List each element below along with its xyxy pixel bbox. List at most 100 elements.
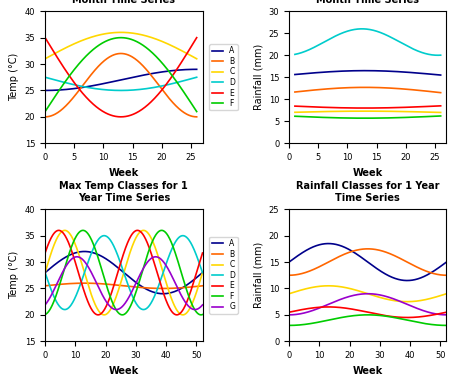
A bbox=[401, 278, 407, 283]
F bbox=[194, 110, 199, 114]
F bbox=[379, 116, 385, 120]
C bbox=[42, 57, 48, 61]
B bbox=[363, 85, 368, 90]
E bbox=[43, 36, 48, 41]
D bbox=[170, 81, 176, 86]
F bbox=[200, 312, 205, 317]
Title: Rainfall Classes for 6
Month Time Series: Rainfall Classes for 6 Month Time Series bbox=[310, 0, 426, 5]
C bbox=[94, 306, 100, 310]
A bbox=[425, 72, 430, 76]
C bbox=[118, 30, 123, 34]
G bbox=[157, 256, 163, 261]
B bbox=[444, 273, 449, 278]
C bbox=[349, 287, 354, 291]
D bbox=[379, 31, 384, 35]
A bbox=[200, 270, 205, 275]
E bbox=[118, 115, 123, 119]
A bbox=[305, 247, 311, 252]
C bbox=[386, 297, 391, 302]
E bbox=[170, 72, 176, 77]
Legend: A, B, C, D, E, F: A, B, C, D, E, F bbox=[209, 44, 238, 110]
A bbox=[180, 68, 185, 72]
D bbox=[62, 308, 68, 312]
Line: A: A bbox=[45, 252, 202, 294]
D bbox=[286, 313, 292, 317]
Line: F: F bbox=[295, 116, 441, 118]
X-axis label: Week: Week bbox=[109, 366, 139, 375]
D bbox=[142, 307, 147, 312]
E bbox=[382, 106, 387, 110]
F bbox=[43, 108, 48, 113]
A bbox=[379, 69, 384, 73]
F bbox=[142, 262, 147, 266]
B bbox=[379, 86, 384, 90]
B bbox=[82, 281, 87, 285]
E bbox=[105, 302, 110, 306]
Line: E: E bbox=[45, 230, 202, 315]
D bbox=[425, 52, 430, 56]
E bbox=[305, 306, 311, 311]
D bbox=[379, 31, 385, 36]
A bbox=[42, 270, 48, 275]
F bbox=[170, 75, 176, 80]
X-axis label: Week: Week bbox=[353, 366, 383, 375]
B bbox=[292, 90, 298, 94]
F bbox=[136, 40, 141, 45]
D bbox=[133, 88, 138, 92]
C bbox=[62, 228, 68, 232]
E bbox=[425, 104, 430, 109]
C bbox=[338, 285, 344, 289]
D bbox=[180, 79, 186, 83]
F bbox=[105, 287, 110, 292]
X-axis label: Week: Week bbox=[109, 168, 139, 177]
C bbox=[286, 291, 292, 296]
A bbox=[349, 249, 354, 253]
E bbox=[94, 312, 99, 317]
D bbox=[157, 280, 163, 284]
Line: A: A bbox=[295, 70, 441, 75]
B bbox=[105, 282, 110, 286]
E bbox=[286, 310, 292, 315]
E bbox=[293, 104, 298, 108]
A bbox=[386, 273, 391, 278]
A bbox=[61, 256, 67, 260]
E bbox=[133, 111, 138, 116]
E bbox=[136, 110, 141, 114]
F bbox=[42, 312, 48, 317]
E bbox=[401, 315, 407, 320]
D bbox=[180, 233, 185, 238]
G bbox=[61, 267, 67, 272]
B bbox=[401, 258, 407, 262]
B bbox=[170, 101, 176, 105]
A bbox=[382, 69, 387, 73]
A bbox=[293, 72, 298, 77]
F bbox=[365, 313, 370, 317]
B bbox=[133, 57, 138, 62]
D bbox=[43, 75, 48, 80]
D bbox=[42, 75, 48, 80]
G bbox=[105, 301, 110, 306]
Line: B: B bbox=[45, 283, 202, 288]
Line: A: A bbox=[45, 69, 197, 90]
Line: C: C bbox=[295, 111, 441, 112]
Line: G: G bbox=[45, 257, 202, 310]
F bbox=[425, 114, 430, 119]
F bbox=[338, 315, 343, 320]
F bbox=[386, 314, 391, 319]
C bbox=[425, 110, 430, 114]
F bbox=[157, 228, 163, 233]
E bbox=[174, 313, 179, 317]
D bbox=[305, 310, 311, 314]
E bbox=[415, 105, 421, 109]
F bbox=[382, 116, 387, 120]
E bbox=[386, 314, 391, 318]
G bbox=[156, 255, 162, 260]
D bbox=[61, 307, 67, 312]
B bbox=[142, 285, 147, 290]
E bbox=[379, 106, 384, 110]
E bbox=[42, 251, 48, 255]
D bbox=[438, 53, 443, 57]
A bbox=[415, 71, 421, 75]
C bbox=[61, 228, 67, 233]
D bbox=[133, 88, 138, 92]
